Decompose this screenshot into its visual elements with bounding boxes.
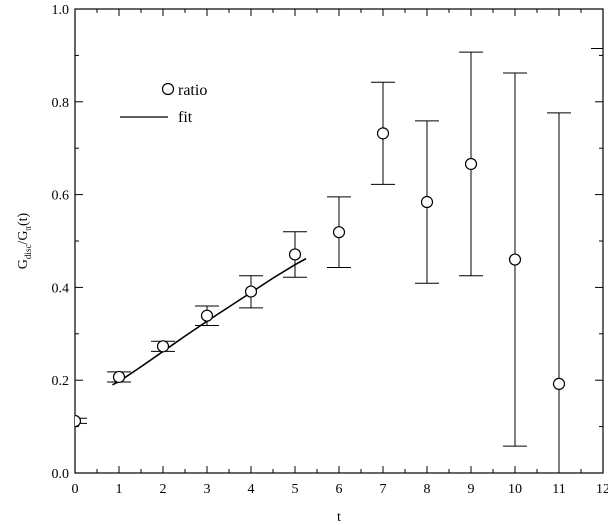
legend-fit-label: fit	[178, 109, 193, 126]
x-tick-label: 0	[72, 482, 79, 497]
ratio-point	[200, 309, 214, 322]
ratio-point	[508, 253, 522, 266]
x-tick-label: 8	[424, 482, 431, 497]
ticks: 0 1 2 3 4 5 6 7 8 9 10 11 120.00.20.40.60.81.0	[52, 3, 608, 497]
legend: ratio fit	[120, 82, 207, 126]
data-points	[75, 127, 566, 428]
y-tick-label: 0.0	[52, 467, 70, 482]
x-tick-label: 5	[292, 482, 299, 497]
y-label-sub2: π	[23, 226, 33, 231]
ratio-point	[464, 157, 478, 171]
ratio-point	[420, 195, 434, 209]
x-tick-label: 4	[248, 482, 255, 497]
y-tick-label: 0.2	[52, 374, 70, 389]
x-tick-label: 1	[116, 482, 123, 497]
legend-ratio-marker	[161, 82, 175, 96]
y-tick-label: 0.8	[52, 96, 70, 111]
x-tick-label: 11	[552, 482, 565, 497]
ratio-point	[288, 248, 302, 261]
x-tick-label: 9	[468, 482, 475, 497]
x-tick-label: 12	[596, 482, 608, 497]
ratio-point	[552, 377, 566, 391]
ratio-point	[75, 414, 82, 428]
ratio-point	[332, 226, 346, 239]
y-label-mid: /G	[16, 231, 31, 245]
ratio-point	[244, 285, 258, 298]
x-tick-label: 10	[508, 482, 522, 497]
x-axis-label: t	[337, 510, 341, 525]
y-label-tail: (t)	[16, 212, 31, 226]
ratio-point	[156, 340, 170, 353]
ratio-point	[376, 127, 390, 140]
y-tick-label: 0.6	[52, 189, 70, 204]
y-tick-label: 0.4	[52, 281, 70, 296]
ratio-point	[112, 370, 126, 384]
fit-line	[112, 257, 307, 386]
y-tick-label: 1.0	[52, 3, 70, 18]
x-tick-label: 2	[160, 482, 167, 497]
y-label-main: G	[16, 259, 31, 269]
x-tick-label: 3	[204, 482, 211, 497]
y-label-sub1: disc	[23, 245, 33, 260]
legend-ratio-label: ratio	[178, 82, 207, 99]
y-axis-label: Gdisc/Gπ(t)	[16, 212, 33, 269]
fit-curve	[112, 257, 307, 386]
x-tick-label: 6	[336, 482, 343, 497]
x-tick-label: 7	[380, 482, 387, 497]
